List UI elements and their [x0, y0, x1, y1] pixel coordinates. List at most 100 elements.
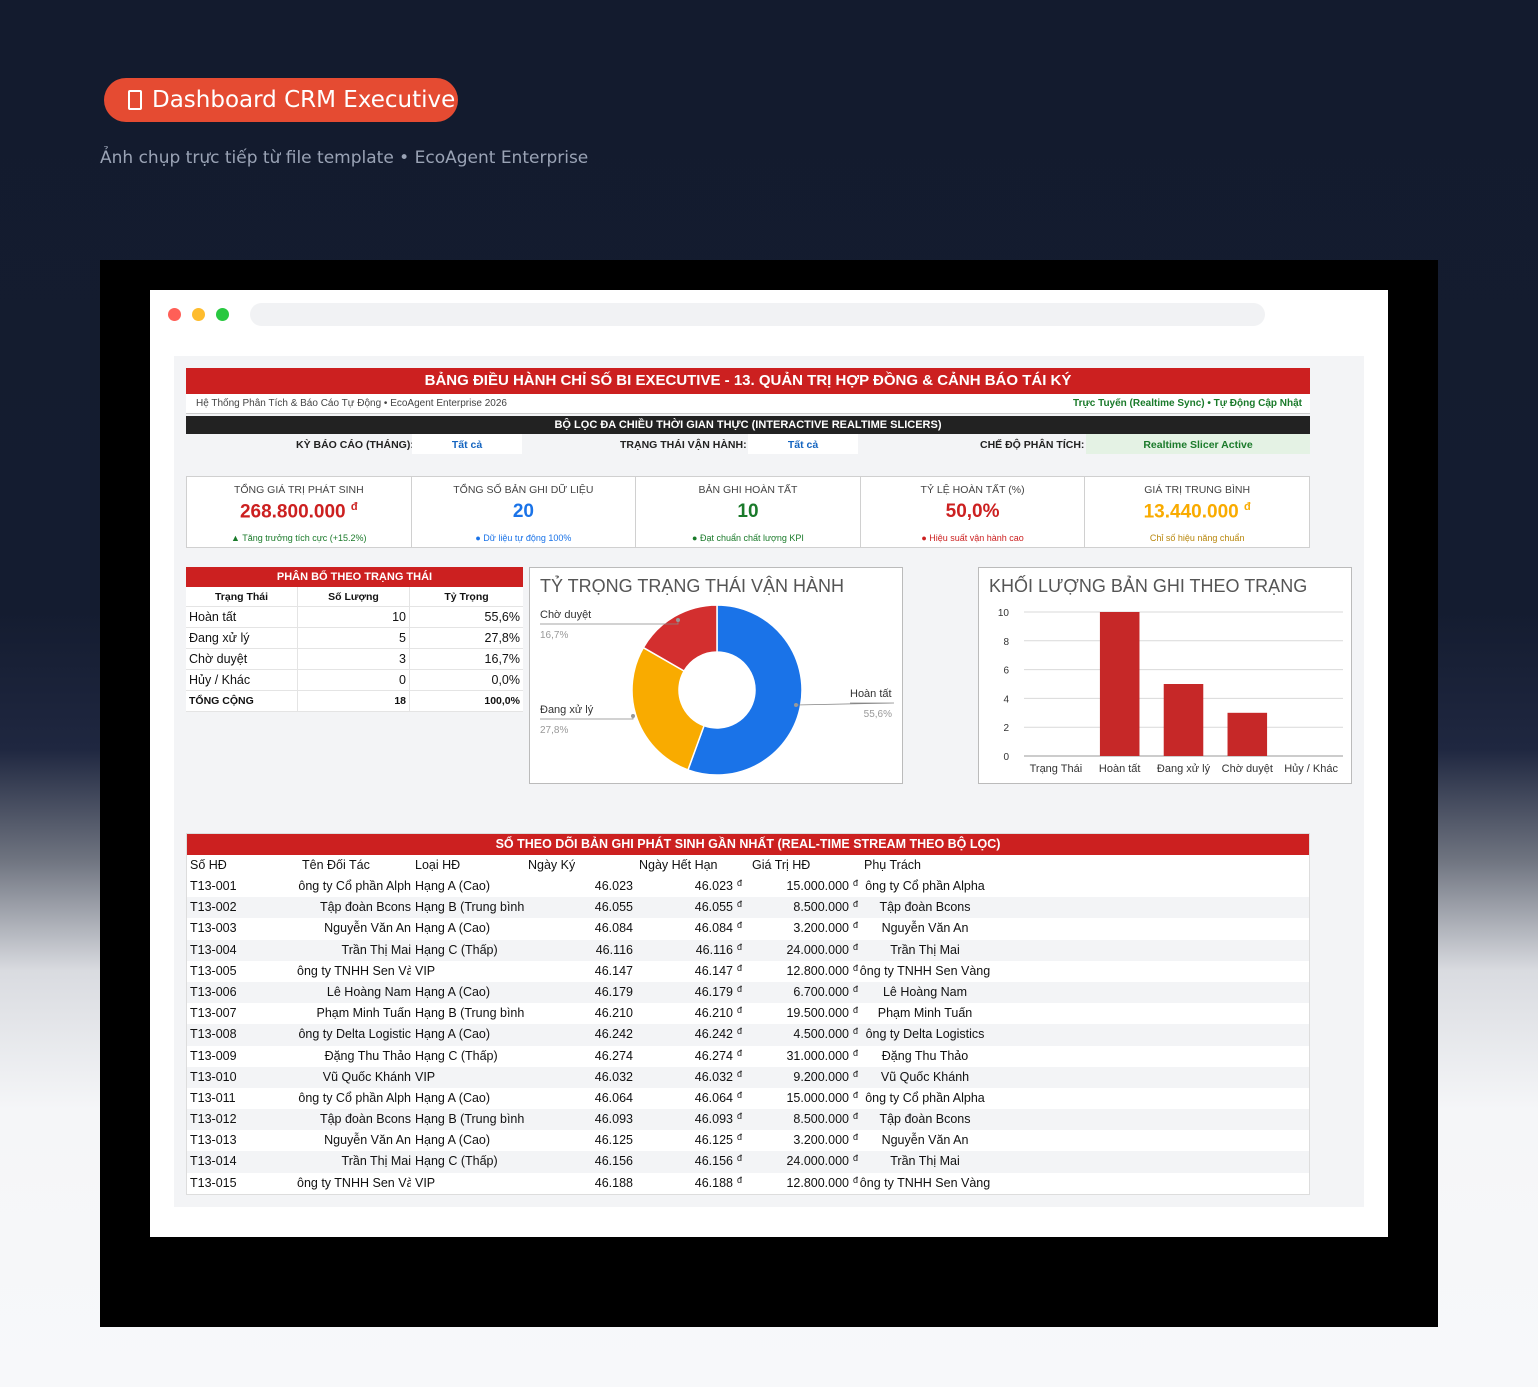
table-cell: 31.000.000 [786, 1048, 849, 1063]
table-cell: 24.000.000 [786, 942, 849, 957]
table-cell: 19.500.000 [786, 1006, 849, 1021]
table-cell: Hạng C (Thấp) [415, 1154, 498, 1169]
table-cell: 46.023 [694, 879, 733, 893]
table-cell: ông ty TNHH Sen Vàng [859, 963, 991, 978]
table-cell: 46.147 [594, 963, 633, 978]
table-cell: Trần Thị Mai [890, 1154, 960, 1169]
table-row: T13-001 ông ty Cổ phần Alph Hạng A (Cao) 46… [187, 876, 1309, 897]
kpi-number: 10 [737, 501, 759, 522]
table-row: T13-009 Đặng Thu Thảo Hạng C (Thấp) 46.274 4… [187, 1046, 1309, 1067]
minimize-dot[interactable] [192, 308, 205, 321]
currency-unit: đ [853, 1047, 859, 1058]
table-cell: Vũ Quốc Khánh [322, 1069, 411, 1084]
table-cell: T13-002 [190, 900, 237, 915]
bar-chart-title: KHỐI LƯỢNG BẢN GHI THEO TRẠNG [989, 576, 1308, 596]
col-header: Loại HĐ [415, 858, 461, 872]
donut-svg: Hoàn tất 55,6% Đang xử lý 27,8% Chờ duyệt 16,… [540, 604, 895, 776]
currency-unit: đ [737, 1132, 743, 1143]
x-tick-label: Hoàn tất [1099, 763, 1141, 775]
y-tick-label: 6 [1003, 666, 1009, 677]
currency-unit: đ [853, 1174, 859, 1185]
table-cell: T13-008 [190, 1027, 237, 1042]
table-cell: Hạng A (Cao) [415, 1090, 491, 1105]
mode-filter[interactable]: Realtime Slicer Active [1086, 434, 1310, 454]
currency-unit: đ [737, 941, 743, 952]
table-cell: 16,7% [484, 652, 520, 666]
donut-slice [642, 604, 718, 673]
currency-unit: đ [737, 1068, 743, 1079]
kpi-title: GIÁ TRỊ TRUNG BÌNH [1144, 484, 1251, 496]
table-cell: 24.000.000 [786, 1154, 849, 1169]
filter-row: KỲ BÁO CÁO (THÁNG): Tất cả TRẠNG THÁI VẬ… [186, 434, 1310, 456]
table-cell: 46.093 [694, 1112, 733, 1127]
col-header: Tỷ Trọng [444, 591, 489, 603]
table-row: T13-007 Phạm Minh Tuấn Hạng B (Trung bình 4… [187, 1003, 1309, 1024]
currency-unit: đ [853, 983, 859, 994]
table-cell: Chờ duyệt [186, 649, 298, 669]
table-cell: Hạng B (Trung bình [415, 1112, 525, 1127]
currency-unit: đ [737, 1005, 743, 1016]
table-cell: 3.200.000 [793, 921, 849, 936]
kpi-title: TỶ LỆ HOÀN TẤT (%) [920, 484, 1025, 496]
x-tick-label: Chờ duyệt [1222, 763, 1273, 775]
table-cell: Hoàn tất [186, 607, 298, 627]
currency-unit: đ [853, 899, 859, 910]
kpi-title: TỔNG SỐ BẢN GHI DỮ LIỆU [453, 484, 594, 496]
table-cell: Hủy / Khác [186, 670, 298, 690]
kpi-card: BẢN GHI HOÀN TẤT 10 ● Đạt chuẩn chất lượng… [636, 477, 861, 547]
table-cell: 46.210 [694, 1006, 733, 1021]
bar-svg: 0 2 4 6 8 10 Trạng Thái Hoàn tất Đang xử lý Chờ d… [998, 608, 1343, 775]
kpi-unit: đ [1243, 501, 1251, 513]
maximize-dot[interactable] [216, 308, 229, 321]
kpi-value: 268.800.000 đ [187, 501, 411, 527]
donut-slice [631, 646, 705, 771]
page-subtitle: Ảnh chụp trực tiếp từ file template • Ec… [100, 148, 589, 168]
period-filter[interactable]: Tất cả [412, 434, 522, 454]
table-row: T13-006 Lê Hoàng Nam Hạng A (Cao) 46.179 46.… [187, 981, 1309, 1004]
table-cell: 46.116 [695, 942, 733, 957]
col-header: Số Lượng [298, 587, 410, 606]
callout-line [540, 716, 634, 720]
col-header: Số HĐ [190, 858, 227, 872]
address-bar[interactable] [250, 303, 1265, 326]
table-cell: ông ty TNHH Sen Và [297, 1175, 411, 1190]
table-cell: T13-011 [190, 1090, 236, 1105]
table-cell: 46.188 [594, 1175, 633, 1190]
table-cell: T13-015 [190, 1175, 237, 1190]
table-cell: 46.064 [594, 1090, 633, 1105]
donut-slice [687, 604, 803, 776]
table-cell: T13-005 [190, 963, 237, 978]
table-cell: ông ty TNHH Sen Vàng [859, 1175, 991, 1190]
currency-unit: đ [853, 941, 859, 952]
kpi-title: BẢN GHI HOÀN TẤT [698, 484, 798, 496]
table-cell: Hạng A (Cao) [415, 1133, 491, 1148]
title-badge: Dashboard CRM Executive [104, 78, 458, 122]
table-row: T13-010 Vũ Quốc Khánh VIP 46.032 46.032 9.200… [187, 1066, 1309, 1088]
table-cell: Tập đoàn Bcons [319, 900, 411, 915]
table-cell: 46.023 [594, 879, 633, 893]
table-cell: Trần Thị Mai [890, 942, 960, 957]
currency-unit: đ [853, 962, 859, 973]
table-cell: Phạm Minh Tuấn [316, 1006, 412, 1021]
y-tick-label: 10 [998, 608, 1010, 619]
state-filter[interactable]: Tất cả [748, 434, 858, 454]
table-cell: T13-012 [190, 1112, 237, 1127]
currency-unit: đ [737, 983, 743, 994]
table-cell: ông ty Cổ phần Alpha [865, 879, 985, 893]
table-cell: Hạng A (Cao) [415, 1027, 491, 1042]
status-row: Chờ duyệt 3 16,7% [186, 649, 523, 670]
donut-chart: TỶ TRỌNG TRẠNG THÁI VẬN HÀNH Hoàn tất 55,… [529, 567, 903, 784]
currency-unit: đ [737, 1047, 743, 1058]
currency-unit: đ [853, 1153, 859, 1164]
table-cell: Trần Thị Mai [341, 1154, 411, 1169]
close-dot[interactable] [168, 308, 181, 321]
table-cell: Nguyễn Văn An [324, 921, 411, 936]
sync-status: Trực Tuyến (Realtime Sync) • Tự Động Cập… [1073, 398, 1302, 409]
table-cell: Phạm Minh Tuấn [877, 1006, 973, 1021]
table-cell: 15.000.000 [786, 879, 849, 893]
table-cell: Vũ Quốc Khánh [880, 1069, 970, 1084]
currency-unit: đ [737, 1174, 743, 1185]
table-cell: 5 [298, 628, 410, 648]
table-cell: Tập đoàn Bcons [879, 900, 971, 915]
table-cell: Hạng A (Cao) [415, 984, 491, 999]
